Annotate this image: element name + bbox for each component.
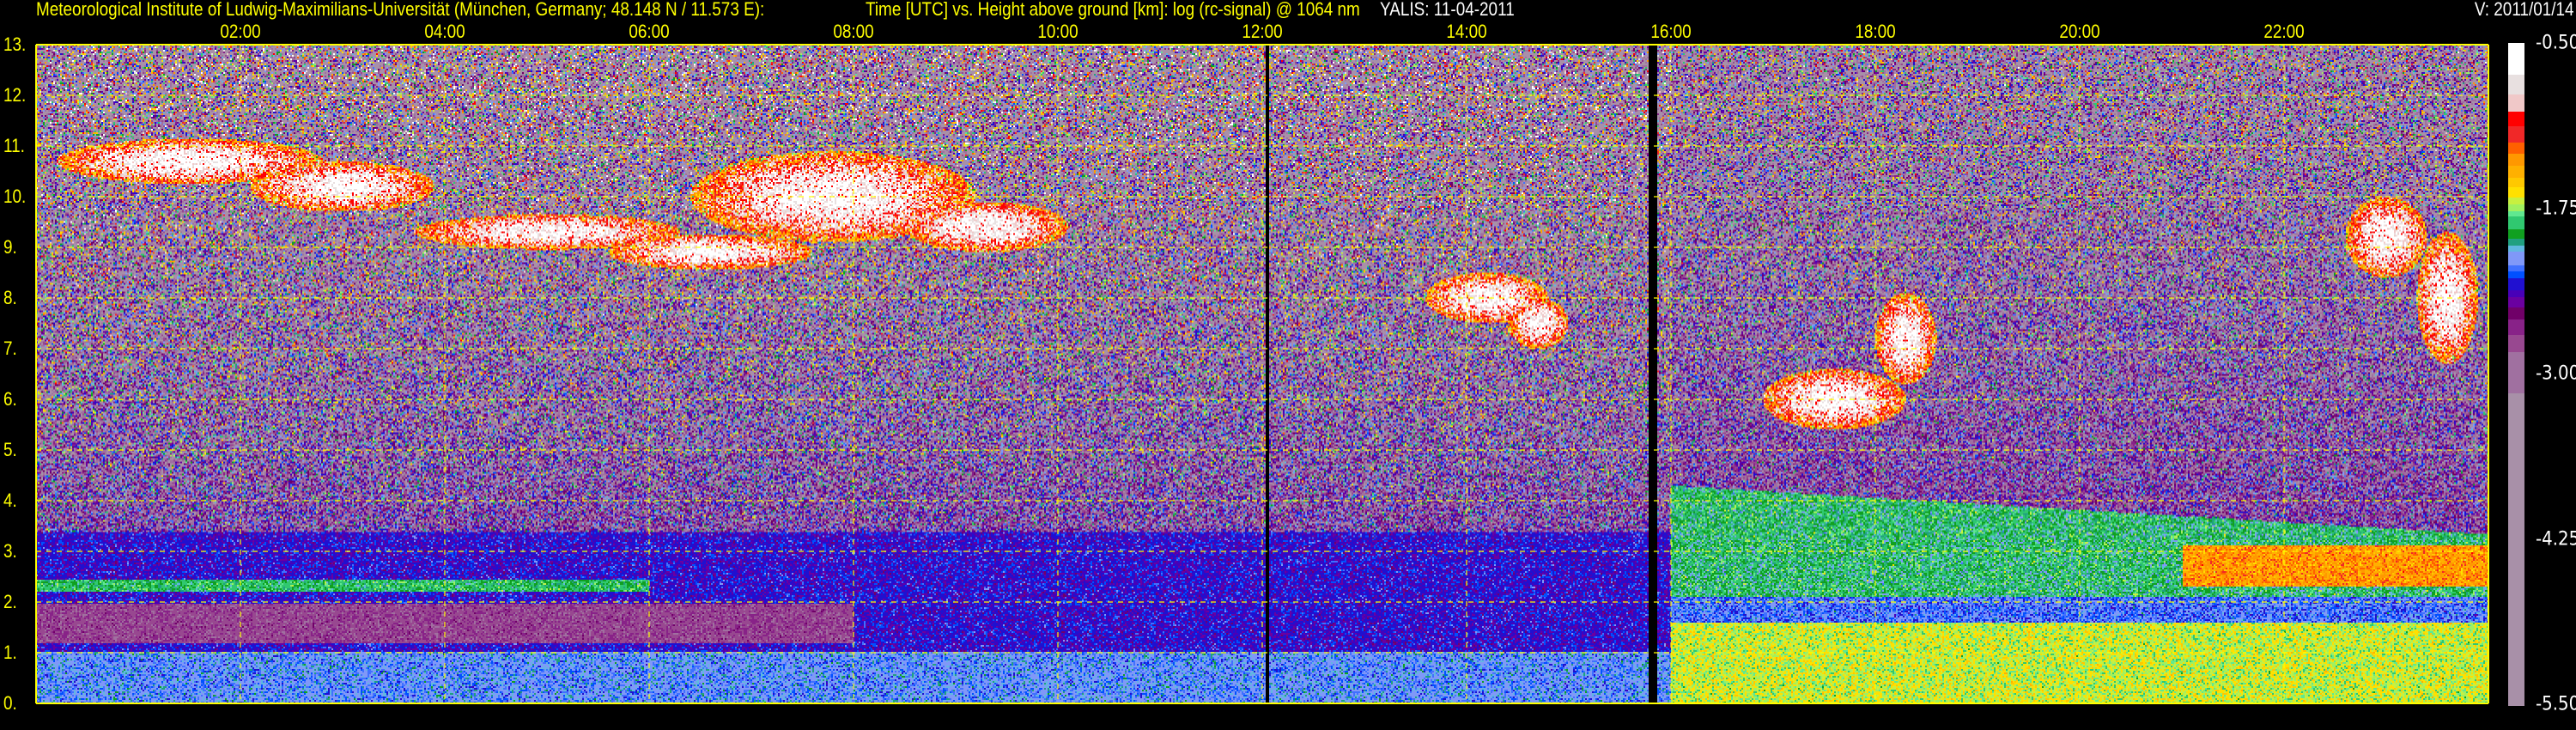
colorbar-segment bbox=[2508, 296, 2524, 309]
institute-title: Meteorological Institute of Ludwig-Maxim… bbox=[36, 0, 765, 20]
y-tick-label: 1. bbox=[3, 642, 17, 663]
x-tick-label: 10:00 bbox=[1037, 21, 1078, 42]
chart-title: Time [UTC] vs. Height above ground [km]:… bbox=[866, 0, 1360, 20]
y-tick-label: 4. bbox=[3, 490, 17, 511]
colorbar-segment bbox=[2508, 307, 2524, 321]
colorbar-tick-label: -0.50 bbox=[2536, 32, 2576, 54]
y-tick-label: 11. bbox=[3, 135, 25, 156]
colorbar-segment bbox=[2508, 335, 2524, 354]
x-tick-label: 06:00 bbox=[629, 21, 670, 42]
colorbar-segment bbox=[2508, 252, 2524, 267]
colorbar-tick-label: -3.00 bbox=[2536, 362, 2576, 385]
colorbar-segment bbox=[2508, 229, 2524, 240]
x-tick-label: 14:00 bbox=[1446, 21, 1487, 42]
y-tick-label: 13. bbox=[3, 33, 27, 55]
colorbar-segment bbox=[2508, 186, 2524, 199]
y-tick-label: 9. bbox=[3, 236, 17, 258]
colorbar-segment bbox=[2508, 204, 2524, 213]
y-tick-label: 8. bbox=[3, 287, 17, 308]
colorbar-segment bbox=[2508, 166, 2524, 179]
colorbar-segment bbox=[2508, 352, 2524, 395]
colorbar-segment bbox=[2508, 271, 2524, 280]
x-tick-label: 22:00 bbox=[2263, 21, 2305, 42]
x-tick-label: 02:00 bbox=[220, 21, 261, 42]
colorbar-tick-label: -5.50 bbox=[2536, 693, 2576, 715]
plot-area bbox=[35, 44, 2489, 704]
colorbar-segment bbox=[2508, 319, 2524, 337]
y-tick-label: 10. bbox=[3, 186, 27, 207]
y-tick-label: 12. bbox=[3, 84, 27, 106]
x-tick-label: 18:00 bbox=[1855, 21, 1896, 42]
colorbar-segment bbox=[2508, 265, 2524, 273]
colorbar-segment bbox=[2508, 74, 2524, 96]
colorbar-segment bbox=[2508, 245, 2524, 253]
colorbar-segment bbox=[2508, 210, 2524, 218]
colorbar-segment bbox=[2508, 94, 2524, 113]
instrument-date: YALIS: 11-04-2011 bbox=[1380, 0, 1515, 20]
colorbar-tick-label: -1.75 bbox=[2536, 198, 2576, 219]
colorbar-segment bbox=[2508, 154, 2524, 167]
colorbar-segment bbox=[2508, 126, 2524, 144]
colorbar-tick-label: -4.25 bbox=[2536, 528, 2576, 550]
colorbar-segment bbox=[2508, 198, 2524, 206]
colorbar-segment bbox=[2508, 393, 2524, 706]
y-tick-label: 3. bbox=[3, 540, 17, 562]
colorbar-segment bbox=[2508, 112, 2524, 128]
colorbar-segment bbox=[2508, 289, 2524, 299]
colorbar-segment bbox=[2508, 216, 2524, 231]
y-tick-label: 5. bbox=[3, 439, 17, 460]
colorbar-segment bbox=[2508, 278, 2524, 292]
colorbar-segment bbox=[2508, 238, 2524, 247]
y-tick-label: 0. bbox=[3, 692, 17, 714]
x-tick-label: 12:00 bbox=[1242, 21, 1283, 42]
x-tick-label: 08:00 bbox=[833, 21, 874, 42]
colorbar-segment bbox=[2508, 178, 2524, 189]
y-tick-label: 7. bbox=[3, 338, 17, 359]
x-tick-label: 04:00 bbox=[424, 21, 465, 42]
y-tick-label: 6. bbox=[3, 388, 17, 410]
version-label: V: 2011/01/14 bbox=[2475, 0, 2574, 20]
x-tick-label: 20:00 bbox=[2059, 21, 2100, 42]
x-tick-label: 16:00 bbox=[1650, 21, 1692, 42]
colorbar bbox=[2508, 43, 2524, 706]
y-tick-label: 2. bbox=[3, 591, 17, 612]
grid bbox=[35, 44, 2489, 704]
colorbar-segment bbox=[2508, 142, 2524, 155]
colorbar-segment bbox=[2508, 43, 2524, 76]
